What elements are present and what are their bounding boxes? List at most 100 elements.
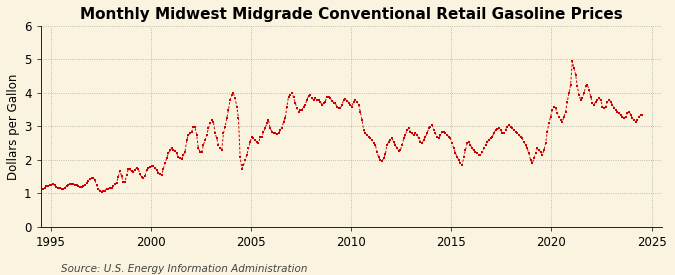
Point (542, 130, 553, 134)
Point (325, 96, 335, 100)
Point (277, 126, 288, 131)
Point (308, 98, 319, 102)
Point (458, 155, 469, 159)
Point (514, 133, 524, 137)
Point (515, 134, 526, 139)
Point (605, 99, 616, 104)
Point (340, 97, 351, 101)
Point (296, 108, 307, 112)
Point (302, 98, 313, 102)
Point (251, 139, 262, 144)
Point (175, 156, 186, 161)
Point (219, 125, 230, 129)
Point (48, 182, 59, 186)
Point (462, 141, 472, 145)
Point (537, 153, 547, 157)
Point (213, 143, 224, 147)
Point (292, 106, 302, 111)
Point (572, 84, 583, 89)
Point (71, 183, 82, 188)
Point (281, 104, 292, 109)
Point (253, 141, 264, 145)
Point (504, 123, 514, 127)
Point (448, 146, 459, 151)
Point (243, 146, 254, 151)
Point (250, 138, 261, 142)
Point (490, 128, 501, 132)
Point (136, 175, 147, 179)
Point (554, 114, 564, 119)
Point (477, 150, 487, 154)
Point (584, 88, 595, 92)
Point (355, 109, 366, 114)
Point (68, 182, 78, 186)
Point (545, 114, 556, 119)
Point (530, 151, 541, 156)
Point (317, 103, 327, 107)
Point (273, 131, 284, 136)
Point (346, 104, 357, 109)
Point (111, 180, 122, 185)
Point (265, 126, 275, 131)
Point (131, 166, 142, 170)
Point (115, 169, 126, 173)
Point (525, 158, 536, 162)
Point (200, 138, 211, 142)
Point (193, 146, 204, 151)
Point (429, 128, 439, 132)
Point (113, 174, 124, 179)
Point (375, 158, 385, 162)
Point (78, 184, 88, 188)
Point (437, 130, 448, 134)
Point (51, 185, 62, 189)
Point (363, 134, 374, 139)
Point (475, 153, 486, 157)
Point (585, 94, 596, 99)
Point (567, 59, 578, 64)
Title: Monthly Midwest Midgrade Conventional Retail Gasoline Prices: Monthly Midwest Midgrade Conventional Re… (80, 7, 622, 22)
Point (498, 131, 509, 136)
Point (559, 114, 570, 119)
Point (63, 182, 74, 187)
Point (624, 109, 634, 114)
Point (176, 157, 187, 161)
Point (80, 183, 90, 187)
Point (380, 152, 391, 156)
Point (313, 98, 324, 102)
Point (261, 121, 272, 125)
Point (46, 182, 57, 187)
Point (165, 148, 176, 152)
Point (260, 126, 271, 131)
Point (173, 155, 184, 159)
Point (602, 99, 613, 104)
Point (96, 189, 107, 194)
Point (66, 182, 77, 186)
Point (303, 94, 314, 98)
Point (402, 128, 412, 132)
Point (489, 131, 500, 136)
Point (333, 106, 344, 111)
Point (183, 133, 194, 137)
Point (95, 188, 105, 193)
Point (502, 125, 512, 129)
Point (343, 100, 354, 105)
Point (460, 148, 471, 152)
Point (248, 136, 259, 141)
Point (109, 182, 120, 186)
Point (482, 139, 493, 144)
Point (527, 161, 538, 166)
Point (597, 104, 608, 109)
Point (348, 99, 359, 104)
Point (150, 166, 161, 170)
Point (285, 93, 296, 97)
Point (465, 143, 476, 147)
Point (151, 168, 162, 172)
Point (353, 103, 364, 107)
Point (70, 182, 80, 187)
Y-axis label: Dollars per Gallon: Dollars per Gallon (7, 73, 20, 180)
Point (373, 155, 384, 160)
Point (362, 133, 373, 137)
Point (406, 131, 417, 136)
Point (609, 106, 620, 111)
Point (159, 161, 170, 166)
